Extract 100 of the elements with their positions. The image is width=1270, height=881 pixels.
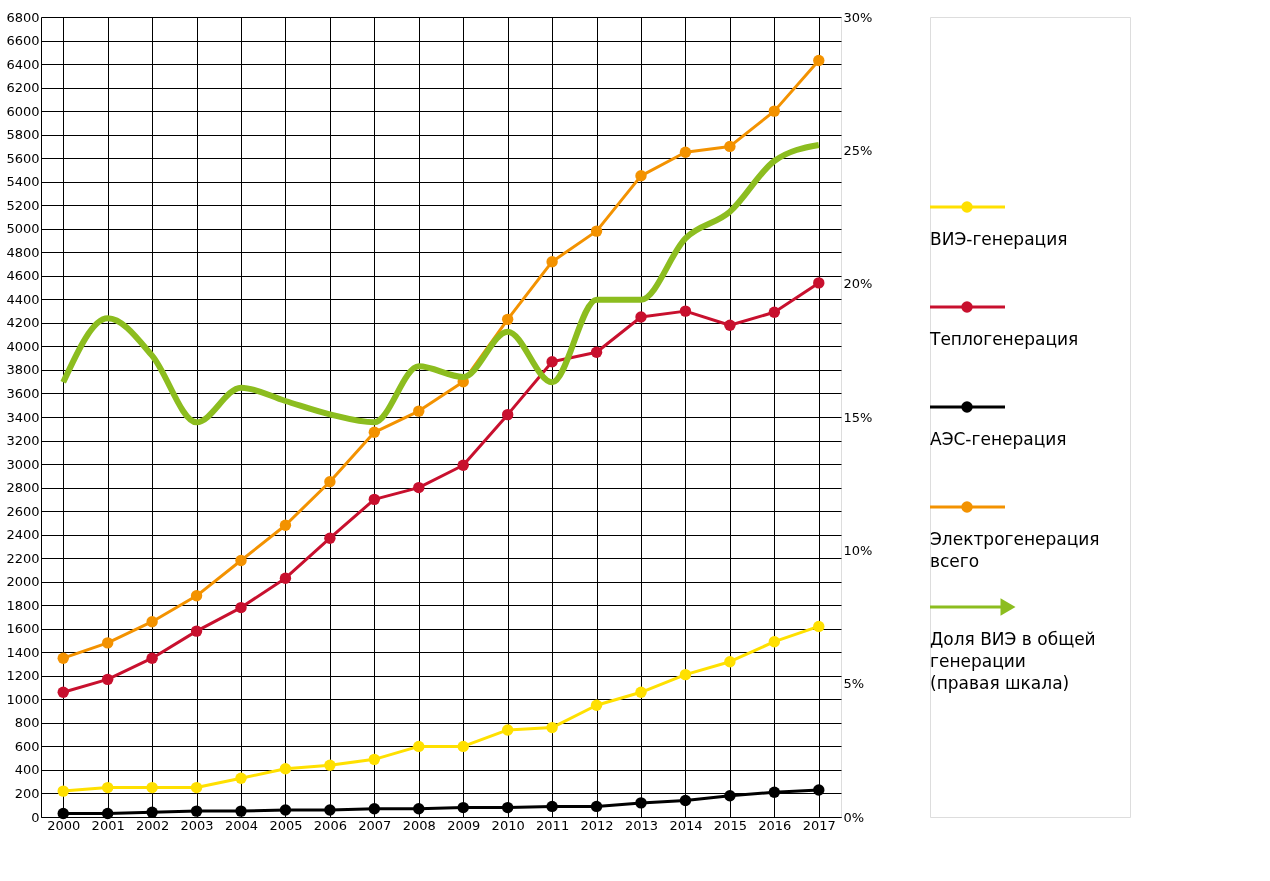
point (368, 493, 381, 506)
y-tick-label: 5200 (6, 197, 40, 213)
point (590, 699, 603, 711)
point (457, 459, 469, 471)
y2-tick-label: 15% (843, 409, 873, 425)
y-tick-label: 6200 (6, 80, 40, 96)
y2-tick-label: 10% (843, 542, 873, 558)
y-tick-label: 3400 (6, 409, 40, 425)
point (57, 652, 69, 664)
legend-label: Теплогенерация (929, 329, 1079, 349)
y-tick-label: 400 (14, 762, 40, 778)
point (368, 426, 381, 438)
point (813, 784, 825, 796)
point (57, 785, 69, 797)
x-tick-label: 2005 (269, 817, 303, 833)
legend-label: Доля ВИЭ в общей генерации (правая шкала) (930, 629, 1096, 693)
point (724, 319, 736, 331)
y-tick-label: 4000 (6, 338, 40, 354)
point (190, 625, 203, 637)
y-tick-label: 2400 (6, 527, 40, 543)
point (813, 620, 825, 633)
y2-tick-label: 20% (843, 276, 873, 292)
point (413, 740, 425, 753)
point (324, 532, 336, 544)
x-tick-label: 2007 (358, 817, 392, 833)
point (146, 652, 158, 664)
point (457, 740, 469, 753)
x-tick-label: 2016 (758, 817, 792, 833)
y-tick-label: 600 (14, 738, 40, 754)
point (368, 803, 381, 815)
y-tick-label: 1600 (6, 621, 40, 637)
point (590, 225, 603, 237)
x-tick-label: 2001 (91, 817, 125, 833)
y-tick-label: 3800 (6, 362, 40, 378)
point (190, 590, 203, 602)
x-tick-label: 2010 (491, 817, 525, 833)
point (101, 781, 114, 794)
point (501, 724, 514, 736)
point (413, 481, 425, 494)
y-tick-label: 3200 (6, 433, 40, 449)
x-tick-label: 2013 (624, 817, 659, 833)
point (501, 313, 514, 326)
point (590, 346, 603, 358)
point (679, 794, 692, 807)
point (235, 554, 247, 567)
point (768, 306, 781, 318)
y-tick-label: 0 (31, 809, 40, 825)
x-tick-label: 2015 (713, 817, 747, 833)
point (190, 805, 203, 817)
point (279, 804, 292, 816)
x-tick-label: 2011 (536, 817, 570, 833)
legend-label: Электрогенерация всего (930, 529, 1100, 571)
point (324, 759, 336, 771)
legend-label: ВИЭ-генерация (930, 229, 1068, 249)
y-tick-label: 4800 (6, 244, 40, 260)
y-tick-label: 4400 (6, 291, 40, 307)
y2-tick-label: 0% (843, 809, 865, 825)
y-tick-label: 6400 (6, 56, 40, 72)
y-tick-label: 5000 (6, 221, 40, 237)
point (635, 686, 647, 698)
x-tick-label: 2006 (313, 817, 347, 833)
y-tick-label: 200 (14, 785, 40, 801)
y2-tick-label: 25% (843, 142, 873, 158)
point (546, 721, 558, 734)
point (324, 804, 336, 816)
y-tick-label: 6600 (6, 33, 40, 49)
point (57, 686, 69, 698)
y-tick-label: 4200 (6, 315, 40, 331)
legend-label: АЭС-генерация (930, 429, 1067, 449)
point (724, 140, 736, 153)
point (457, 801, 469, 814)
y-tick-label: 800 (14, 715, 40, 731)
y-tick-label: 4600 (6, 268, 40, 284)
x-tick-label: 2002 (136, 817, 170, 833)
point (57, 807, 69, 820)
point (501, 408, 514, 421)
y-tick-label: 6800 (6, 9, 40, 25)
point (235, 601, 247, 614)
point (279, 763, 292, 775)
point (635, 311, 647, 323)
y-tick-label: 3600 (6, 385, 40, 401)
point (590, 800, 603, 813)
point (190, 781, 203, 794)
y-tick-label: 5600 (6, 150, 40, 166)
x-tick-label: 2012 (580, 817, 614, 833)
point (279, 572, 292, 584)
y-tick-label: 2200 (6, 550, 40, 566)
point (635, 170, 647, 182)
point (679, 668, 692, 681)
point (724, 656, 736, 668)
y2-tick-label: 5% (843, 676, 865, 692)
point (235, 772, 247, 784)
point (324, 476, 336, 488)
y-tick-label: 1000 (6, 691, 40, 707)
point (768, 636, 781, 648)
point (768, 786, 781, 798)
y-tick-label: 3000 (6, 456, 40, 472)
y-tick-label: 2600 (6, 503, 40, 519)
point (101, 637, 114, 649)
x-tick-label: 2009 (447, 817, 481, 833)
